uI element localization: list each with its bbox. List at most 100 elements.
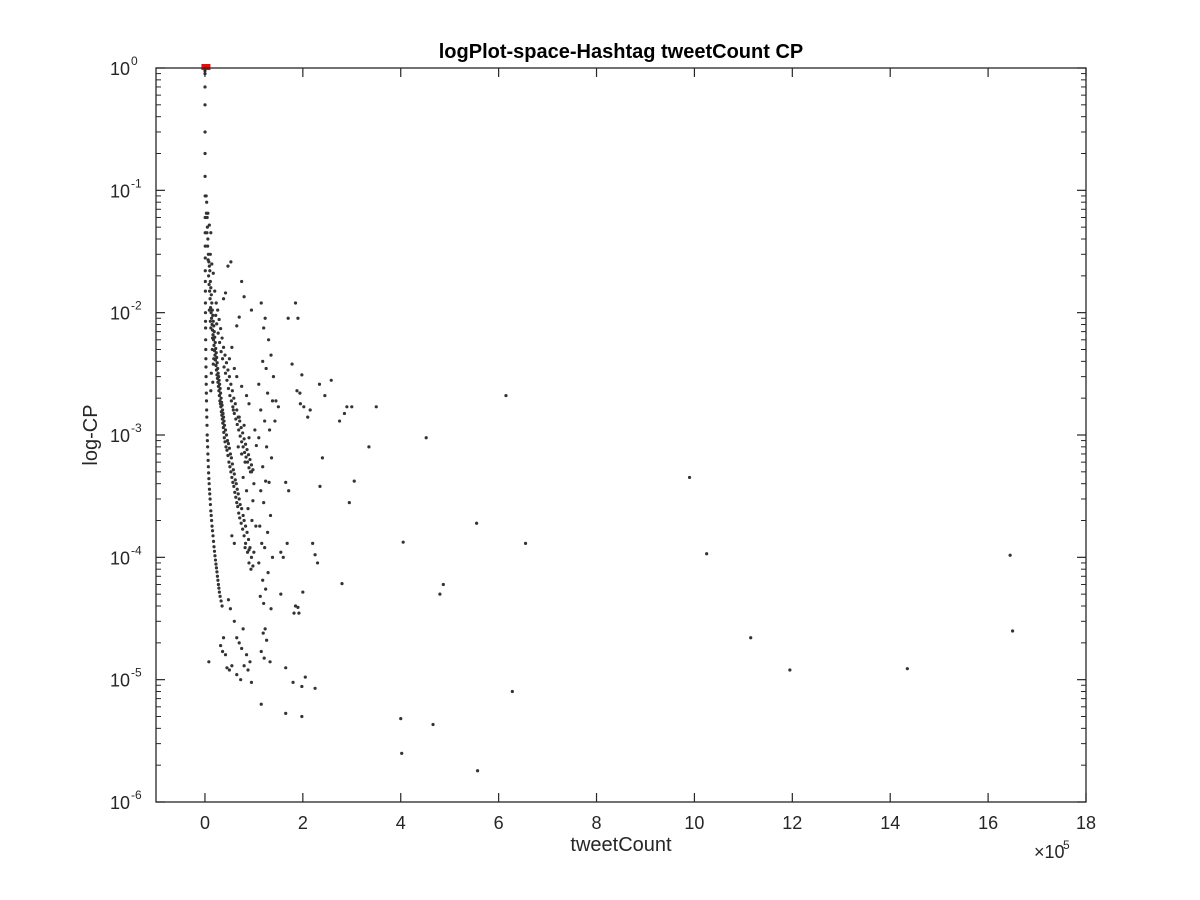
data-point: [257, 436, 261, 440]
data-point: [284, 666, 288, 670]
data-point: [240, 384, 244, 388]
data-point: [315, 561, 320, 565]
x-tick-label: 4: [396, 813, 406, 833]
data-point: [313, 553, 317, 557]
data-point: [244, 393, 249, 398]
data-point: [249, 567, 253, 571]
data-point: [212, 549, 217, 553]
data-point: [248, 660, 252, 664]
y-tick-label: 10 -6: [110, 788, 142, 813]
data-point: [231, 468, 235, 472]
data-point: [207, 264, 211, 268]
data-point: [228, 465, 232, 469]
data-point: [252, 482, 256, 486]
data-point: [227, 460, 231, 464]
data-point: [210, 529, 215, 533]
data-point: [241, 513, 245, 518]
data-point: [243, 460, 247, 464]
data-point: [221, 636, 226, 640]
data-point: [235, 408, 239, 412]
y-tick-label-base: 10: [110, 181, 130, 201]
x-axis-title: tweetCount: [570, 834, 672, 856]
data-point: [211, 539, 216, 543]
data-point: [242, 450, 247, 455]
data-point: [219, 327, 223, 331]
data-point: [264, 366, 268, 371]
data-point: [228, 607, 232, 611]
data-point: [208, 502, 213, 507]
data-point: [209, 316, 214, 320]
data-point: [209, 293, 213, 297]
data-point: [226, 442, 231, 446]
data-point: [209, 371, 213, 375]
y-axis-title: log-CP: [80, 404, 102, 465]
data-point: [263, 546, 267, 550]
data-point: [298, 402, 302, 406]
data-point: [399, 717, 403, 721]
data-point: [246, 453, 251, 457]
data-point: [213, 353, 217, 357]
data-point: [237, 428, 241, 432]
data-point: [249, 470, 254, 474]
y-tick-label: 10 -5: [110, 666, 142, 691]
data-point: [203, 326, 208, 330]
data-point: [249, 680, 254, 684]
data-point: [230, 664, 234, 668]
data-point: [203, 269, 207, 273]
data-point: [291, 680, 295, 684]
data-point: [229, 260, 233, 264]
data-point: [347, 501, 351, 505]
data-point: [241, 527, 245, 531]
data-point: [249, 308, 254, 312]
data-point: [230, 389, 234, 393]
data-point: [317, 382, 322, 386]
data-point: [401, 540, 405, 544]
data-point: [205, 231, 209, 235]
data-point: [259, 649, 263, 654]
data-point: [215, 574, 220, 578]
data-point: [211, 380, 215, 384]
data-point: [211, 271, 215, 275]
data-point: [223, 440, 227, 444]
data-point: [235, 324, 239, 328]
data-point: [252, 550, 256, 554]
data-point: [261, 631, 265, 635]
data-point: [207, 471, 211, 475]
data-point: [263, 419, 267, 423]
data-point: [257, 561, 261, 565]
data-point: [242, 437, 246, 441]
data-point: [238, 419, 242, 423]
data-point: [226, 264, 230, 268]
data-point: [207, 223, 211, 227]
data-point: [271, 375, 276, 379]
data-point: [203, 151, 207, 156]
data-point: [337, 419, 342, 423]
data-point: [203, 289, 207, 293]
data-point: [259, 301, 263, 305]
data-point: [215, 361, 219, 365]
data-point: [209, 286, 213, 290]
data-point: [206, 458, 210, 462]
data-point: [210, 524, 214, 528]
data-point: [286, 316, 290, 320]
data-point: [475, 769, 480, 773]
data-point: [266, 530, 270, 534]
data-point: [705, 552, 709, 556]
data-point: [237, 511, 241, 515]
plot-area: [156, 68, 1086, 802]
x-tick-label: 6: [494, 813, 504, 833]
data-point: [367, 445, 371, 449]
data-point: [235, 501, 239, 505]
data-point: [225, 666, 229, 670]
data-point: [260, 541, 264, 545]
data-point: [238, 434, 242, 438]
data-point: [329, 378, 333, 382]
data-point: [241, 627, 245, 631]
data-point: [253, 428, 257, 432]
data-point: [221, 425, 225, 430]
data-point: [221, 421, 225, 425]
data-point: [258, 524, 262, 528]
data-point: [229, 399, 233, 403]
x-tick-label: 8: [592, 813, 602, 833]
data-point: [242, 518, 246, 523]
